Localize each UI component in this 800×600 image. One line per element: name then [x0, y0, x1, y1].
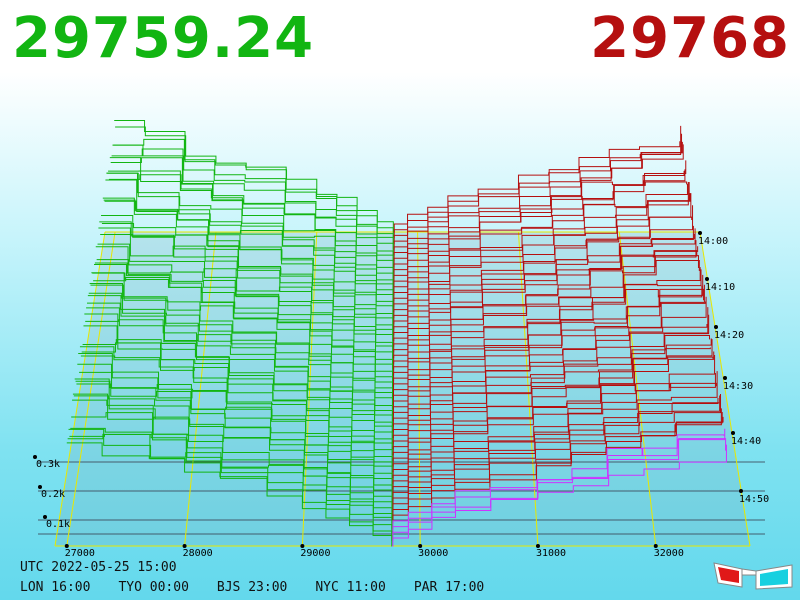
3d-glasses-icon[interactable]	[712, 557, 796, 591]
bid-depth-line	[82, 339, 393, 444]
timezone-par: PAR 17:00	[413, 580, 485, 595]
bid-depth-line	[72, 399, 393, 513]
price-tick-label: 31000	[536, 548, 566, 559]
price-tick-label: 27000	[65, 548, 95, 559]
time-tick-dot	[705, 277, 709, 281]
bid-depth-line	[112, 144, 394, 250]
price-tick-dot	[653, 544, 658, 548]
bid-depth-line	[85, 319, 393, 427]
left-axis-line	[54, 231, 106, 547]
price-tick-dot	[418, 544, 423, 548]
bid-depth-line	[68, 428, 393, 536]
ask-depth-line	[393, 125, 682, 239]
price-tick-label: 29000	[300, 548, 330, 559]
price-tick-dot	[535, 544, 540, 548]
bid-depth-line	[109, 157, 394, 267]
bid-depth-line	[79, 371, 393, 467]
price-tick-label: 30000	[418, 548, 448, 559]
bid-depth-line	[108, 170, 394, 279]
ask-depth-line	[392, 444, 727, 547]
bid-depth-line	[100, 234, 394, 330]
price-tick-dot	[300, 544, 305, 548]
depth-tick-dot	[33, 455, 37, 459]
bid-depth-line	[91, 272, 394, 387]
ask-depth-line	[393, 183, 688, 284]
bid-depth-line	[106, 172, 394, 290]
right-axis-line	[699, 231, 751, 547]
bid-price: 29759.24	[12, 6, 315, 71]
depth-tick-label: 0.3k	[36, 459, 60, 470]
bid-depth-line	[103, 199, 394, 307]
ask-depth-line	[392, 351, 715, 461]
price-tick-dot	[182, 544, 187, 548]
depth-tick-dot	[38, 485, 42, 489]
ask-depth-line	[392, 307, 709, 421]
timezone-bjs: BJS 23:00	[216, 580, 288, 595]
time-tick-dot	[698, 231, 702, 235]
depth-tick-label: 0.1k	[46, 519, 70, 530]
bid-depth-line	[98, 227, 394, 341]
ask-depth-line	[393, 259, 700, 364]
depth-tick-dot	[43, 515, 47, 519]
bid-depth-line	[81, 342, 393, 450]
depth-tick-label: 0.2k	[41, 489, 65, 500]
ask-depth-line	[392, 438, 727, 541]
time-tick-label: 14:50	[739, 494, 769, 505]
ask-depth-line	[392, 371, 718, 484]
timezone-lon: LON 16:00	[20, 580, 91, 595]
time-tick-label: 14:00	[698, 236, 728, 247]
price-tick-dot	[64, 544, 69, 548]
bid-depth-line	[90, 284, 394, 393]
price-tick-label: 32000	[654, 548, 684, 559]
time-tick-label: 14:10	[705, 282, 735, 293]
bid-depth-line	[88, 292, 393, 404]
time-tick-label: 14:20	[714, 330, 744, 341]
ask-depth-line	[392, 372, 716, 473]
utc-timestamp: UTC 2022-05-25 15:00	[20, 560, 177, 575]
bid-depth-line	[86, 302, 393, 416]
time-tick-dot	[723, 376, 727, 380]
ask-depth-line	[392, 314, 710, 427]
ask-price: 29768	[590, 6, 790, 71]
timezone-nyc: NYC 11:00	[315, 580, 386, 595]
bid-depth-line	[101, 222, 394, 319]
time-tick-dot	[731, 431, 735, 435]
price-gridline	[66, 231, 116, 547]
bid-depth-line	[114, 120, 394, 239]
bid-depth-line	[95, 246, 394, 359]
timezone-tyo: TYO 00:00	[118, 580, 189, 595]
bid-depth-line	[72, 393, 393, 507]
bid-depth-line	[94, 262, 394, 364]
timezone-row: LON 16:00 TYO 00:00 BJS 23:00 NYC 11:00 …	[20, 580, 512, 595]
bid-depth-line	[66, 442, 393, 547]
bid-depth-line	[80, 355, 393, 456]
ask-depth-line	[393, 240, 697, 341]
price-tick-label: 28000	[183, 548, 213, 559]
time-tick-dot	[739, 489, 743, 493]
time-tick-label: 14:30	[723, 381, 753, 392]
bid-depth-line	[115, 126, 394, 233]
bid-depth-line	[73, 395, 393, 501]
price-gridline	[184, 231, 217, 547]
ask-depth-line	[393, 193, 692, 307]
ask-depth-line	[392, 394, 722, 507]
bid-depth-line	[78, 352, 393, 473]
bid-depth-line	[69, 434, 393, 530]
time-tick-dot	[714, 325, 718, 329]
time-tick-label: 14:40	[731, 436, 761, 447]
